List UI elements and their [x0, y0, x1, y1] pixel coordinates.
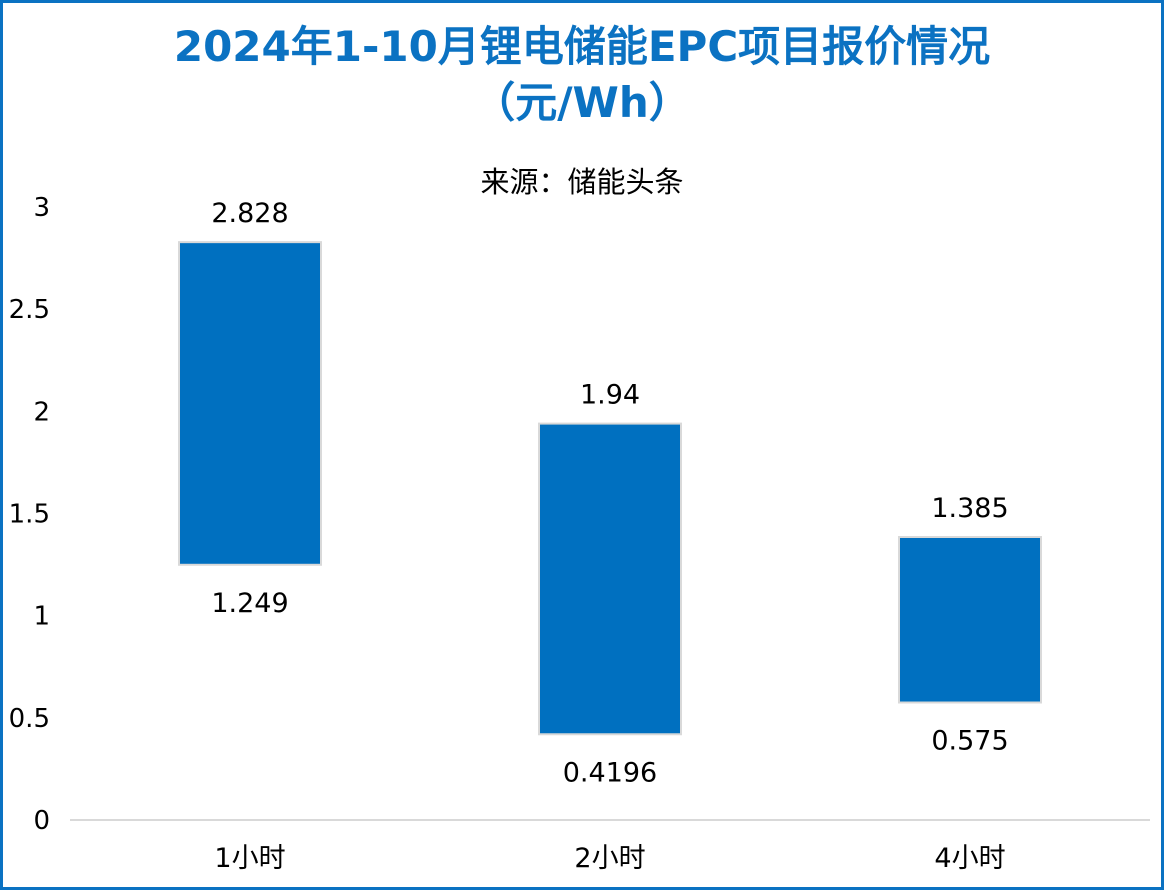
data-label-high: 2.828	[211, 198, 288, 229]
x-axis: 1小时 2小时 4小时	[214, 843, 1005, 874]
bars-group	[178, 241, 1042, 736]
x-tick-label: 1小时	[214, 843, 285, 874]
range-bar	[178, 241, 322, 566]
data-labels-group: 2.828 1.249 1.94 0.4196 1.385 0.575	[211, 198, 1008, 788]
y-axis: 0 0.5 1 1.5 2 2.5 3	[9, 193, 50, 836]
data-label-low: 1.249	[211, 588, 288, 619]
y-tick-label: 1	[33, 602, 50, 632]
x-tick-label: 2小时	[574, 843, 645, 874]
y-tick-label: 3	[33, 193, 50, 223]
chart-title-line-1: 2024年1-10月锂电储能EPC项目报价情况	[173, 22, 991, 71]
range-bar	[898, 535, 1042, 704]
data-label-low: 0.4196	[563, 757, 657, 788]
chart-title-line-2: （元/Wh）	[473, 78, 691, 127]
data-label-high: 1.94	[580, 380, 640, 411]
y-tick-label: 2	[33, 397, 50, 427]
y-tick-label: 0.5	[9, 704, 50, 734]
y-tick-label: 1.5	[9, 500, 50, 530]
range-bar	[538, 422, 682, 736]
y-tick-label: 2.5	[9, 295, 50, 325]
data-label-low: 0.575	[931, 726, 1008, 757]
x-tick-label: 4小时	[934, 843, 1005, 874]
data-label-high: 1.385	[931, 493, 1008, 524]
y-tick-label: 0	[33, 806, 50, 836]
chart-subtitle: 来源：储能头条	[480, 165, 684, 199]
